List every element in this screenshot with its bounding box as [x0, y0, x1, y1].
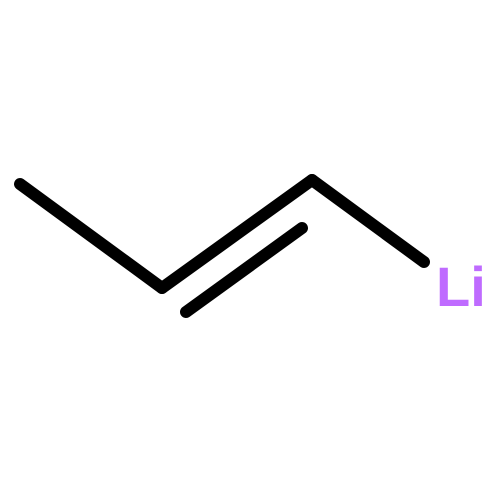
bond-line: [20, 184, 162, 288]
bond-line: [186, 228, 302, 312]
molecule-canvas: Li: [0, 0, 500, 500]
bond-line: [312, 180, 424, 262]
atom-label-li: Li: [436, 255, 486, 318]
